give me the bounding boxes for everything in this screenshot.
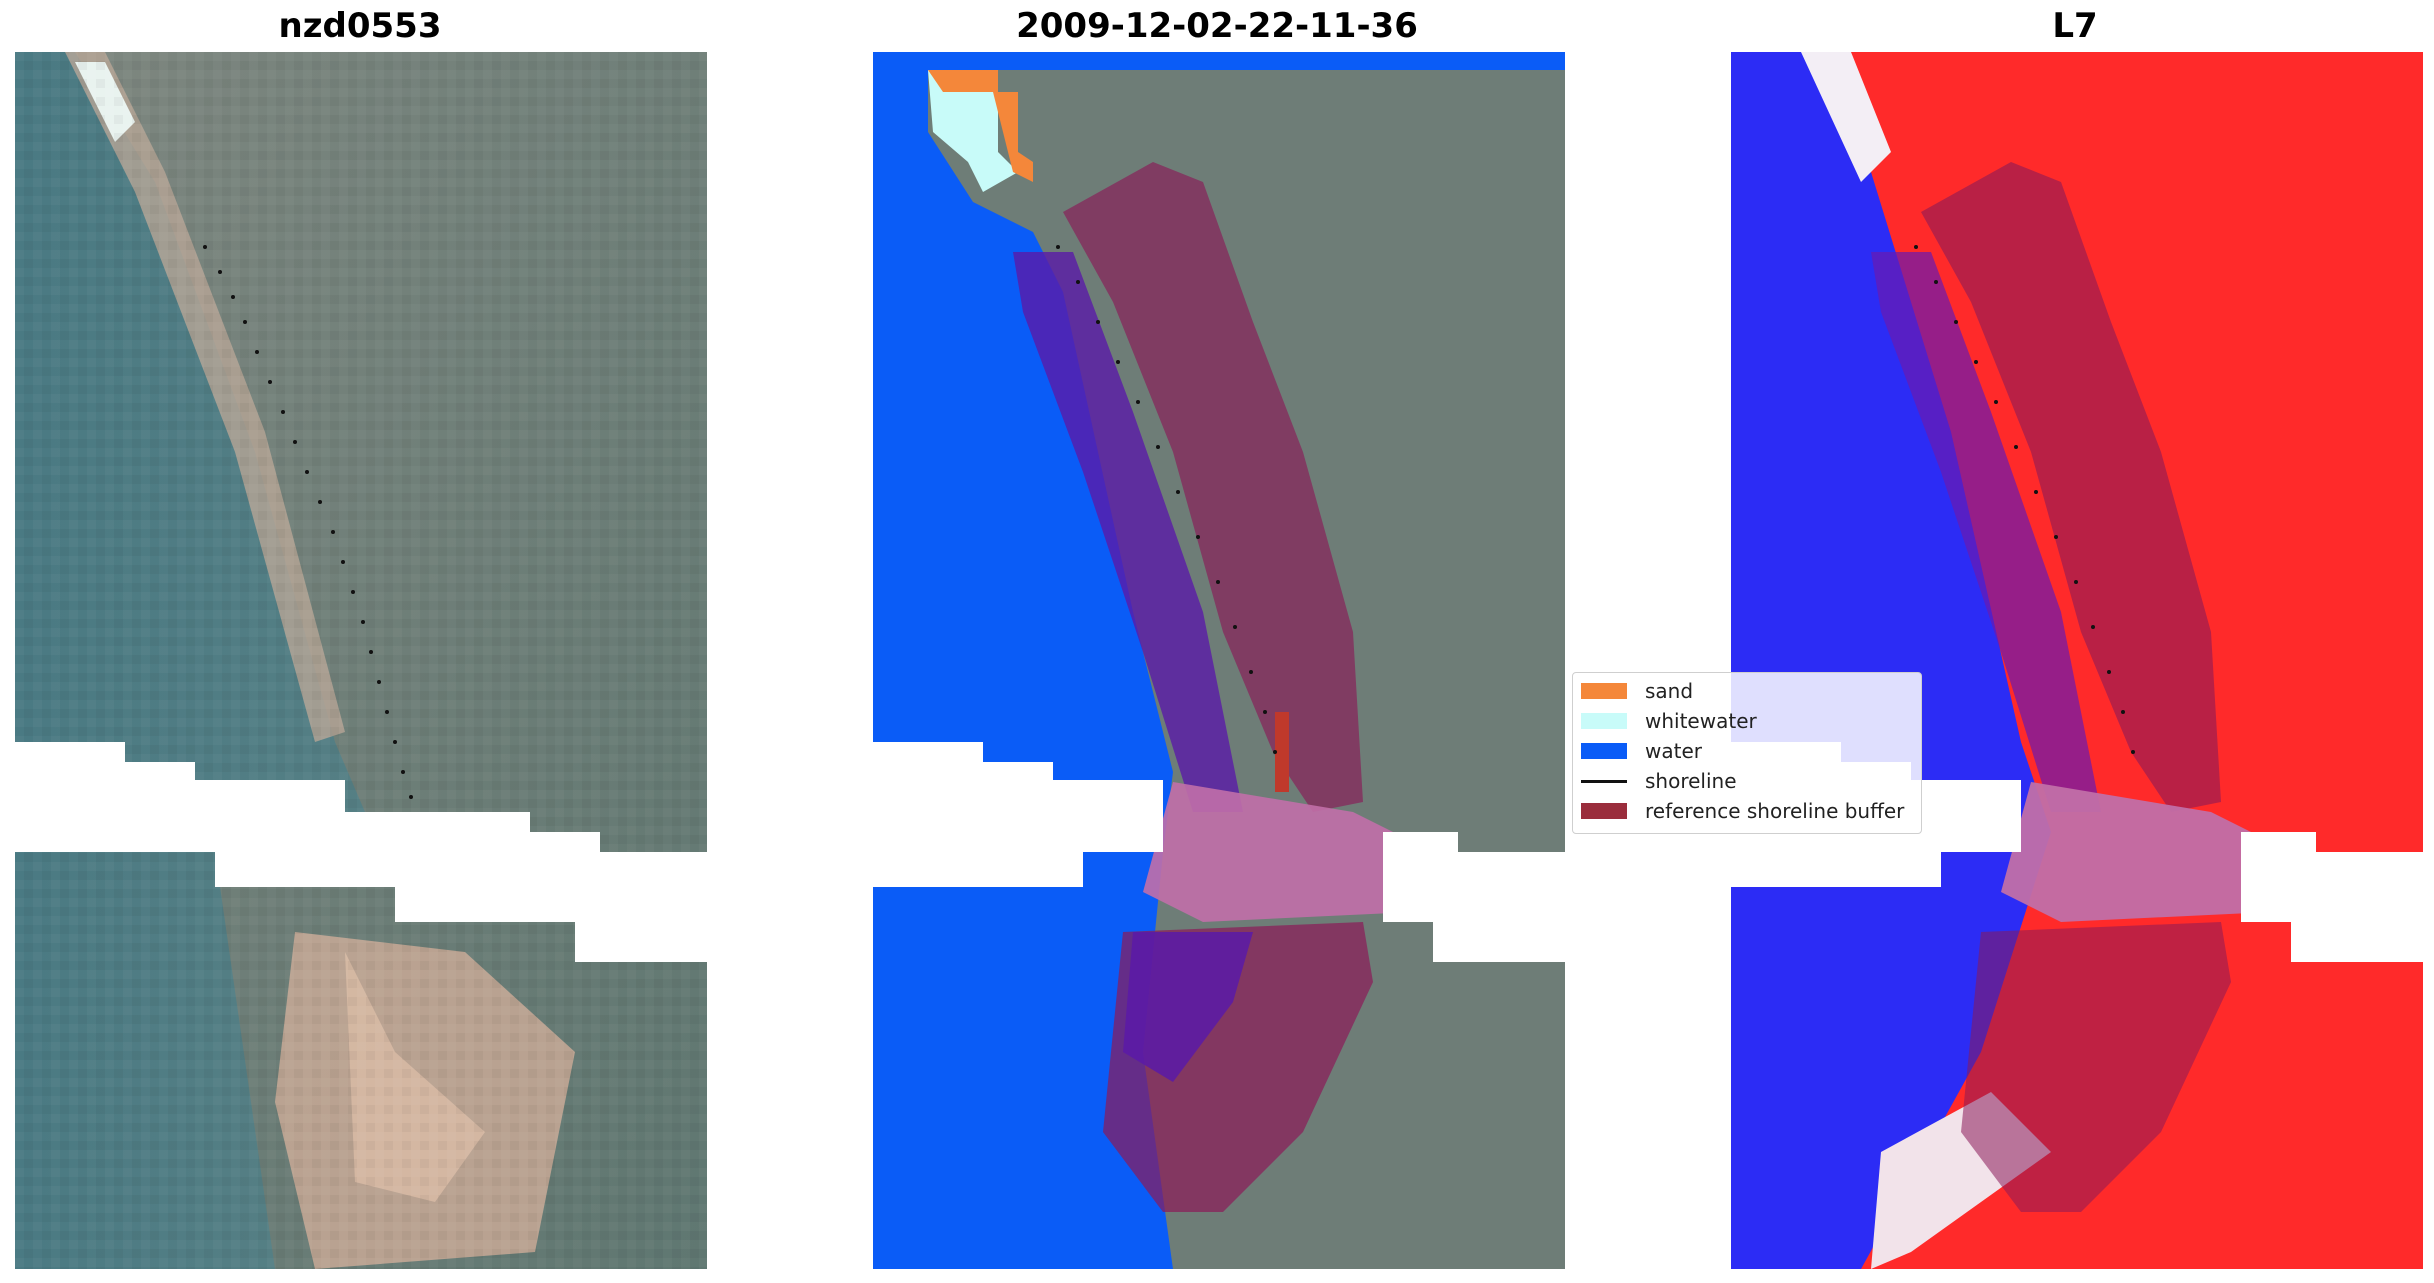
shoreline-line-swatch [1581,779,1627,783]
legend-label: sand [1645,679,1694,703]
water-swatch [1581,743,1627,759]
legend-item-water: water [1581,739,1702,763]
legend-label: shoreline [1645,769,1737,793]
reference-buffer-swatch [1581,803,1627,819]
whitewater-swatch [1581,713,1627,729]
legend-label: whitewater [1645,709,1757,733]
legend-label: reference shoreline buffer [1645,799,1905,823]
legend-label: water [1645,739,1702,763]
sand-swatch [1581,683,1627,699]
legend-item-reference-buffer: reference shoreline buffer [1581,799,1904,823]
panel-title-classified: 2009-12-02-22-11-36 [1016,6,1418,46]
index-image [1731,52,2423,1269]
legend-item-sand: sand [1581,679,1693,703]
rgb-satellite-image [15,52,707,1269]
legend-item-whitewater: whitewater [1581,709,1757,733]
legend: sand whitewater water shoreline referenc… [1572,672,1922,834]
classified-image [873,52,1565,1269]
panel-title-rgb: nzd0553 [278,6,442,46]
legend-item-shoreline: shoreline [1581,769,1737,793]
panel-title-index: L7 [2052,6,2098,46]
